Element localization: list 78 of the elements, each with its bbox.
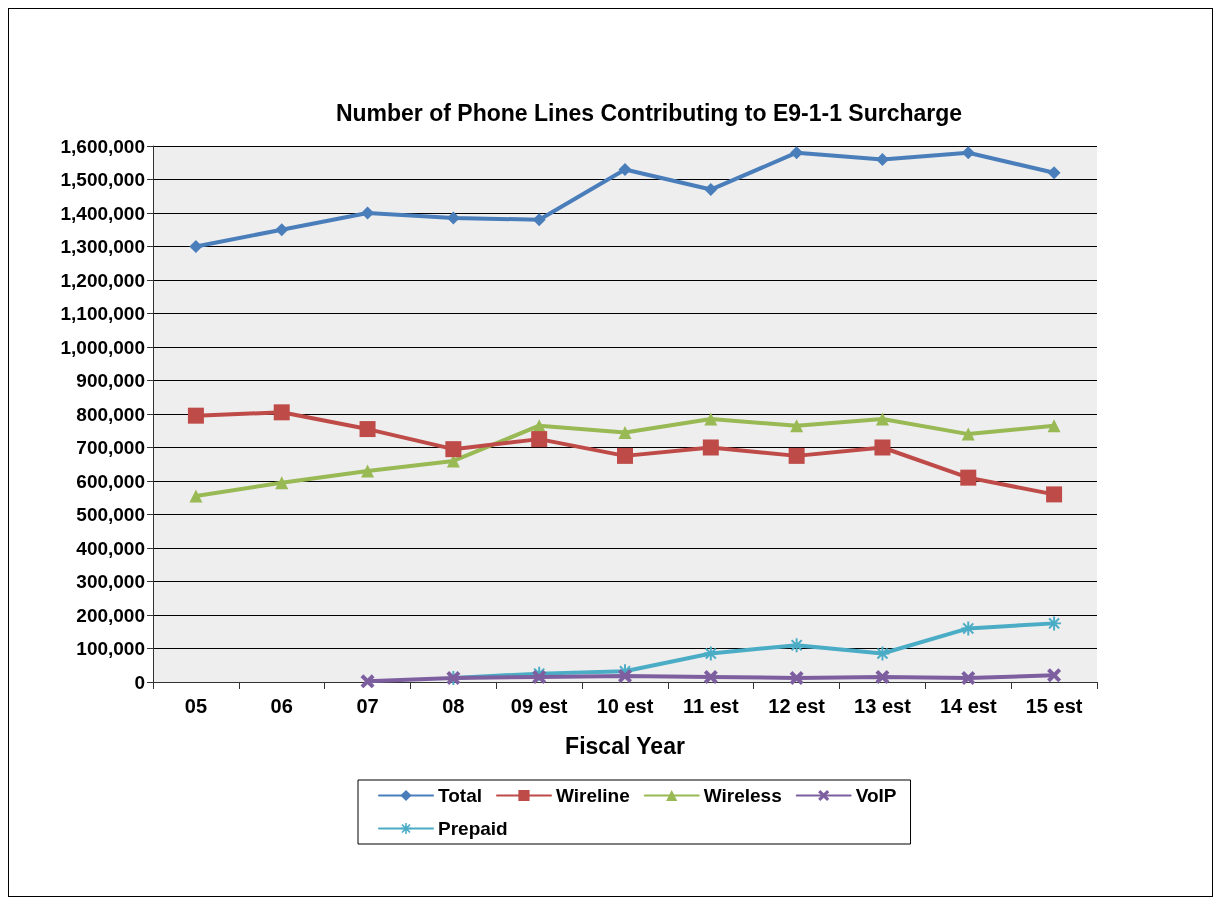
y-tick-label: 1,500,000 (60, 169, 145, 190)
point (273, 404, 290, 421)
y-tick-label: 0 (134, 671, 145, 693)
point (618, 668, 632, 683)
point (961, 670, 976, 685)
point (187, 407, 204, 424)
point (275, 223, 289, 237)
y-tick-label: 1,100,000 (60, 303, 145, 324)
point (360, 674, 375, 689)
y-tick-label: 1,400,000 (60, 202, 145, 224)
point (532, 213, 546, 227)
point (617, 447, 633, 464)
x-tick-label: 10 est (596, 695, 654, 717)
point (961, 427, 975, 441)
point (875, 669, 890, 684)
point (960, 469, 977, 486)
point (703, 646, 718, 661)
point (1047, 616, 1062, 631)
point (446, 211, 460, 225)
y-tick-label: 400,000 (76, 537, 145, 559)
point (704, 183, 718, 197)
point (189, 489, 203, 503)
legend-label: Total (438, 785, 482, 806)
y-tick-label: 200,000 (76, 604, 145, 626)
point (1047, 166, 1061, 180)
point (789, 670, 804, 685)
point (704, 412, 718, 426)
legend-label: Prepaid (438, 818, 508, 839)
y-tick-label: 1,300,000 (60, 236, 145, 257)
x-tick-label: 09 est (510, 695, 568, 717)
point (189, 240, 203, 253)
point (875, 412, 889, 426)
x-axis-title: Fiscal Year (565, 732, 685, 759)
point (618, 162, 632, 176)
x-tick-label: 13 est (854, 695, 912, 717)
point (1047, 668, 1062, 683)
y-tick-label: 600,000 (76, 470, 145, 492)
point (531, 431, 548, 448)
x-tick-label: 05 (184, 695, 208, 717)
point (618, 425, 632, 439)
x-tick-label: 12 est (768, 695, 826, 717)
y-tick-label: 500,000 (76, 504, 145, 525)
point (703, 669, 718, 684)
point (1047, 419, 1061, 433)
point (702, 439, 719, 456)
chart-title: Number of Phone Lines Contributing to E9-1-1 Surcharge (335, 99, 963, 126)
point (875, 646, 890, 661)
y-tick-label: 300,000 (76, 571, 145, 592)
point (790, 419, 804, 433)
point (790, 146, 804, 160)
point (789, 638, 804, 653)
y-tick-label: 1,000,000 (60, 336, 145, 358)
y-tick-label: 900,000 (76, 370, 145, 391)
point (361, 206, 375, 220)
point (275, 476, 289, 490)
point (961, 146, 975, 160)
x-tick-label: 07 (356, 695, 379, 717)
x-tick-label: 11 est (683, 695, 739, 717)
x-tick-label: 08 (442, 695, 465, 717)
x-tick-label: 06 (270, 695, 293, 717)
point (361, 464, 375, 478)
y-tick-label: 1,200,000 (60, 269, 145, 291)
point (788, 447, 805, 464)
point (445, 441, 462, 458)
point (874, 439, 891, 456)
x-tick-label: 14 est (939, 695, 997, 717)
legend-label: Wireless (703, 785, 782, 806)
point (359, 421, 376, 438)
x-tick-label: 15 est (1025, 695, 1083, 717)
y-tick-label: 1,600,000 (60, 135, 145, 157)
y-tick-label: 100,000 (76, 638, 145, 659)
point (1046, 486, 1063, 503)
point (961, 621, 976, 636)
point (875, 152, 889, 166)
legend-label: VoIP (855, 785, 897, 806)
y-tick-label: 800,000 (76, 403, 145, 425)
legend-label: Wireline (555, 785, 630, 806)
y-tick-label: 700,000 (76, 437, 145, 458)
